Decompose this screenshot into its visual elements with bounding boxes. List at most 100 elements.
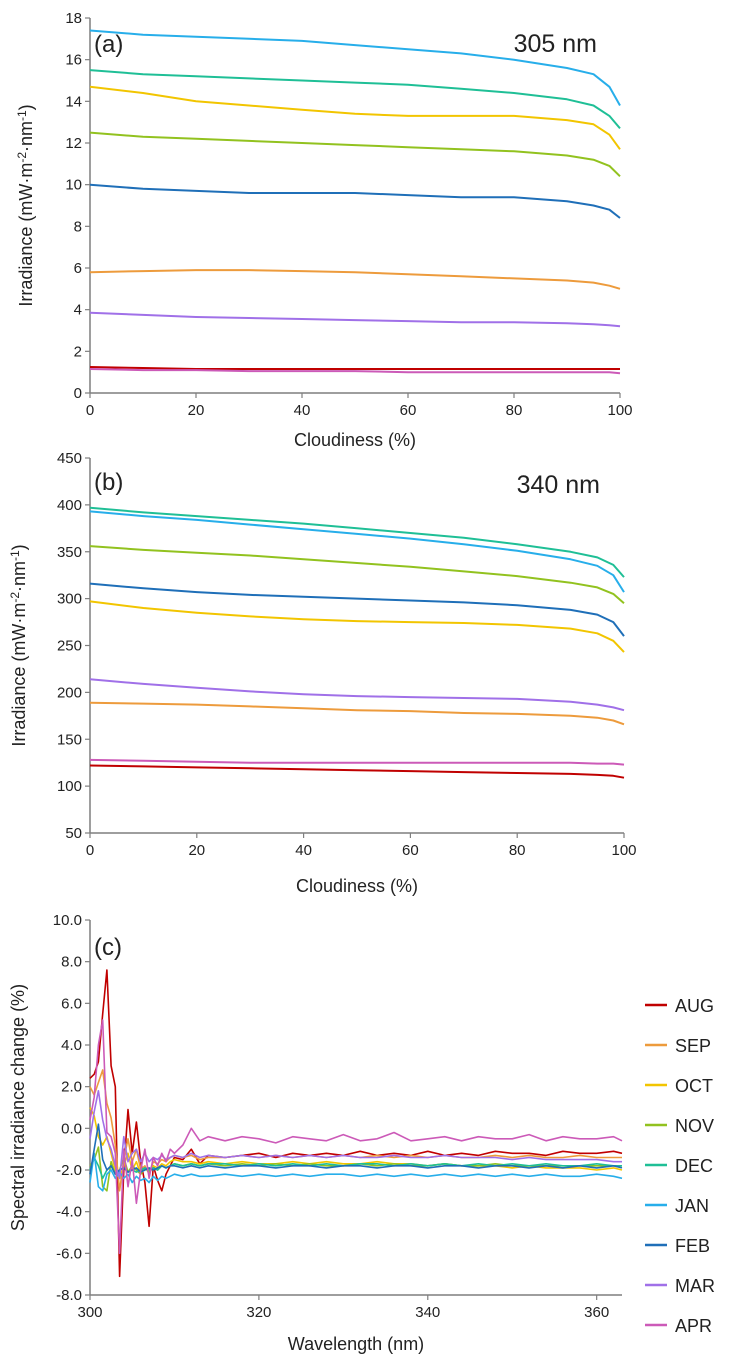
y-axis-title-part: Irradiance (mW·m <box>16 163 36 307</box>
y-tick-label: 350 <box>57 544 82 561</box>
series-line-oct <box>89 600 625 653</box>
series-line-oct <box>89 85 621 150</box>
y-tick-label: 100 <box>57 778 82 795</box>
panel-label: (b) <box>94 469 123 496</box>
y-axis-title-part: ) <box>16 104 36 110</box>
y-tick-label: 300 <box>57 591 82 608</box>
y-axis-title: Irradiance (mW·m-2·nm-1) <box>15 104 36 306</box>
chart-panel-c: -8.0 -6.0 -4.0 -2.0 0.0 2.0 4.0 6.0 8.0 10.0 300 32… <box>8 912 623 1354</box>
y-axis-title-part: Irradiance (mW·m <box>9 603 29 747</box>
series-line-feb <box>89 1123 623 1175</box>
series-line-nov <box>89 545 625 605</box>
x-tick-label: 40 <box>295 842 312 859</box>
y-tick-label: 4 <box>74 302 82 319</box>
legend-label-jan: JAN <box>675 1196 709 1216</box>
x-axis-title: Wavelength (nm) <box>288 1334 424 1354</box>
series-line-sep <box>89 269 621 290</box>
legend-label-sep: SEP <box>675 1036 711 1056</box>
y-tick-label: 200 <box>57 684 82 701</box>
series-line-feb <box>89 183 621 219</box>
x-tick-label: 60 <box>400 402 417 419</box>
y-axis-title-superscript: -2 <box>8 592 22 603</box>
y-tick-label: 10.0 <box>53 912 82 929</box>
y-axis-title-superscript: -1 <box>15 110 29 121</box>
series-line-aug <box>89 764 625 779</box>
x-tick-label: 300 <box>77 1304 102 1321</box>
y-tick-label: 50 <box>65 825 82 842</box>
x-tick-label: 40 <box>294 402 311 419</box>
x-axis-title: Cloudiness (%) <box>294 430 416 450</box>
x-tick-label: 20 <box>188 402 205 419</box>
x-tick-label: 20 <box>188 842 205 859</box>
series-line-mar <box>89 1090 622 1180</box>
series-line-aug <box>89 366 620 370</box>
legend-label-oct: OCT <box>675 1076 713 1096</box>
y-tick-label: 18 <box>65 10 82 27</box>
y-tick-label: -4.0 <box>56 1204 82 1221</box>
y-tick-label: -6.0 <box>56 1245 82 1262</box>
x-tick-label: 340 <box>415 1304 440 1321</box>
legend-label-aug: AUG <box>675 996 714 1016</box>
series-line-jan <box>89 29 621 106</box>
y-tick-label: 150 <box>57 731 82 748</box>
x-tick-label: 0 <box>86 402 94 419</box>
series-line-apr <box>89 368 621 375</box>
y-tick-label: 4.0 <box>61 1037 82 1054</box>
chart-panel-b: 50 100 150 200 250 300 350 400 450 0 20 40 60 80 100 Cl… <box>8 450 637 896</box>
y-tick-label: 250 <box>57 638 82 655</box>
y-axis-title: Spectral irradiance change (%) <box>8 984 28 1231</box>
series-line-nov <box>89 131 621 178</box>
y-axis-title-part: ·nm <box>9 561 29 592</box>
x-tick-label: 80 <box>506 402 523 419</box>
legend: AUG SEP OCT NOV DEC JAN FEB MAR APR <box>645 996 715 1336</box>
y-tick-label: 6.0 <box>61 995 82 1012</box>
legend-label-feb: FEB <box>675 1236 710 1256</box>
wavelength-label: 340 nm <box>517 471 600 499</box>
y-tick-label: -2.0 <box>56 1162 82 1179</box>
wavelength-label: 305 nm <box>514 30 597 58</box>
y-axis-title: Irradiance (mW·m-2·nm-1) <box>8 544 29 746</box>
series-line-sep <box>89 701 625 726</box>
x-tick-label: 60 <box>402 842 419 859</box>
panel-label: (a) <box>94 31 123 58</box>
legend-label-nov: NOV <box>675 1116 714 1136</box>
series-line-mar <box>89 311 621 328</box>
series-line-jan <box>89 510 625 593</box>
series-line-feb <box>89 582 625 637</box>
series-line-jan <box>89 1152 623 1192</box>
x-tick-label: 0 <box>86 842 94 859</box>
x-axis-title: Cloudiness (%) <box>296 876 418 896</box>
series-line-dec <box>89 506 625 578</box>
series-line-sep <box>89 1069 622 1192</box>
y-tick-label: 0 <box>74 385 82 402</box>
y-tick-label: 8 <box>74 218 82 235</box>
y-axis-title-superscript: -1 <box>8 550 22 561</box>
y-tick-label: -8.0 <box>56 1287 82 1304</box>
y-tick-label: 6 <box>74 260 82 277</box>
y-axis-title-part: ) <box>9 544 29 550</box>
y-tick-label: 14 <box>65 93 82 110</box>
x-tick-label: 360 <box>584 1304 609 1321</box>
y-tick-label: 0.0 <box>61 1120 82 1137</box>
series-line-apr <box>89 1019 623 1255</box>
y-tick-label: 450 <box>57 450 82 467</box>
series-line-apr <box>89 758 625 766</box>
panel-label: (c) <box>94 934 122 961</box>
y-axis-title-superscript: -2 <box>15 152 29 163</box>
y-tick-label: 10 <box>65 177 82 194</box>
series-line-mar <box>89 678 625 712</box>
y-tick-label: 2.0 <box>61 1079 82 1096</box>
x-tick-label: 80 <box>509 842 526 859</box>
legend-label-dec: DEC <box>675 1156 713 1176</box>
x-tick-label: 100 <box>607 402 632 419</box>
x-tick-label: 320 <box>246 1304 271 1321</box>
y-tick-label: 2 <box>74 343 82 360</box>
series-line-nov <box>89 1146 622 1192</box>
legend-label-apr: APR <box>675 1316 712 1336</box>
x-tick-label: 100 <box>611 842 636 859</box>
y-tick-label: 16 <box>65 52 82 69</box>
y-tick-label: 8.0 <box>61 954 82 971</box>
y-axis-title-part: ·nm <box>16 121 36 152</box>
legend-label-mar: MAR <box>675 1276 715 1296</box>
